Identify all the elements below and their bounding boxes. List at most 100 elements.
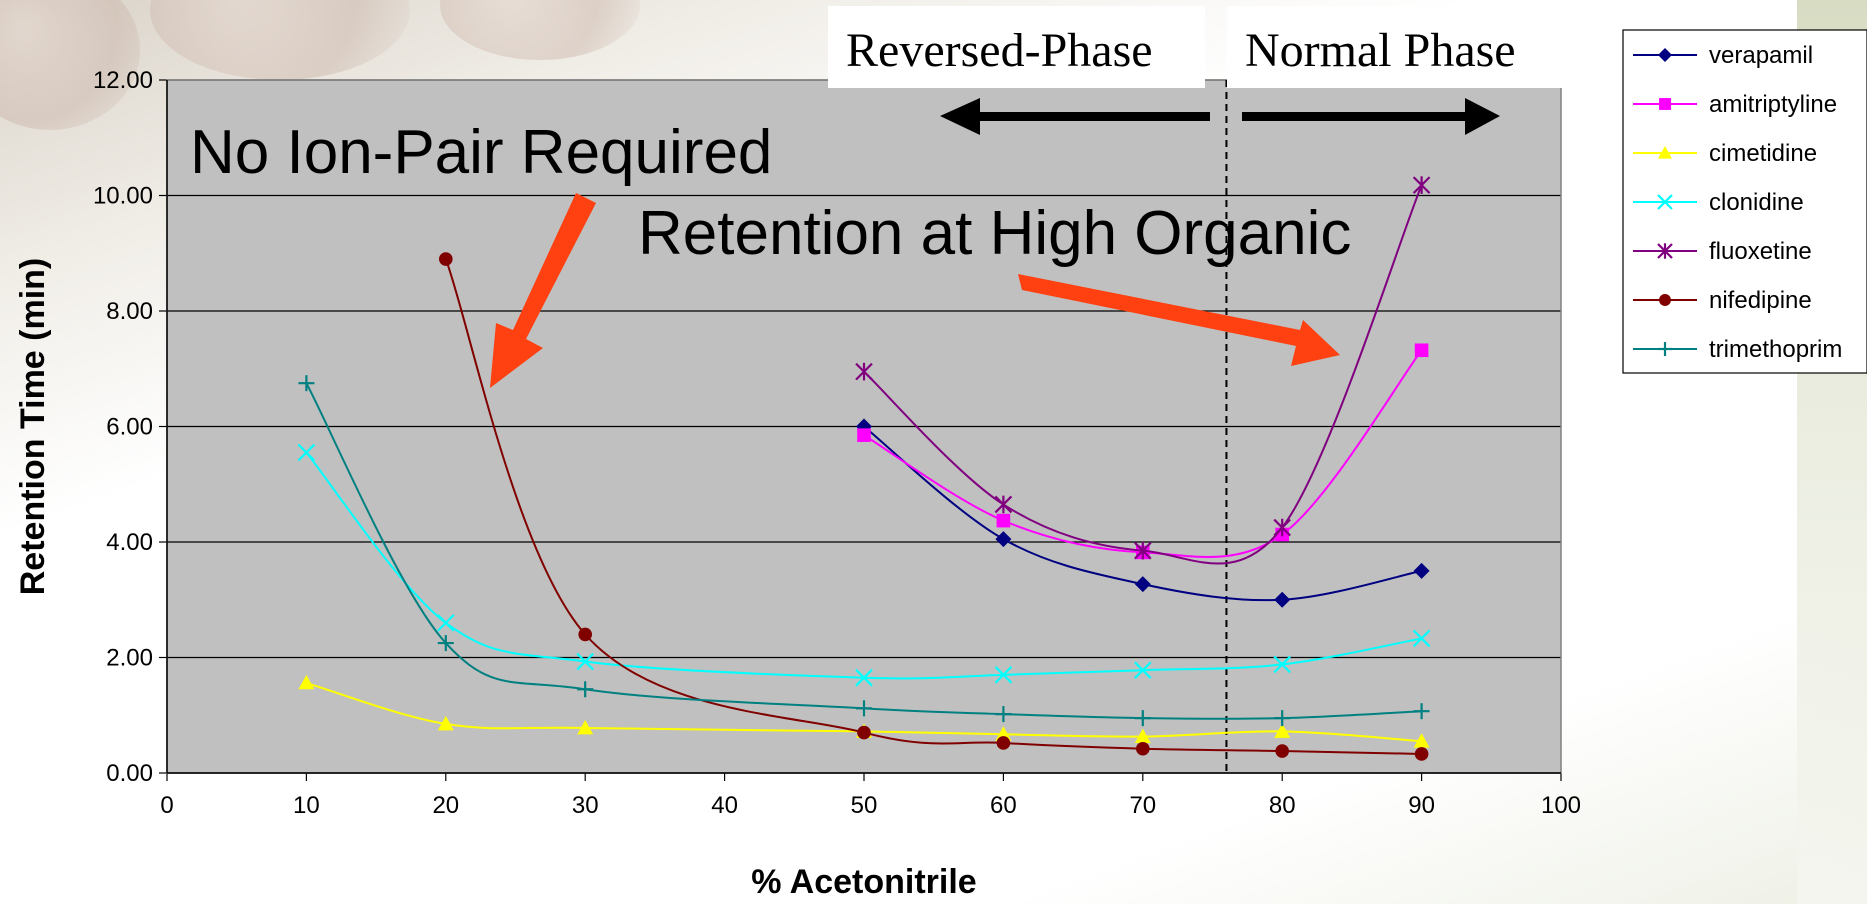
clonidine-point (297, 443, 316, 462)
reversed-phase-arrow (940, 98, 1210, 135)
normal-phase-label: Normal Phase (1245, 24, 1516, 77)
trimethoprim-point (298, 375, 315, 392)
x-tick-label: 40 (711, 792, 738, 819)
x-tick-label: 100 (1541, 792, 1581, 819)
reversed-phase-label: Reversed-Phase (846, 24, 1153, 77)
y-tick-label: 6.00 (106, 414, 153, 441)
legend-label: verapamil (1709, 42, 1813, 69)
trimethoprim-point (856, 700, 872, 717)
clonidine-point (1134, 661, 1152, 679)
cimetidine-point (995, 726, 1012, 741)
series-trimethoprim (298, 375, 1430, 727)
series-group (297, 176, 1431, 761)
annotation-high-organic: Retention at High Organic (638, 199, 1351, 268)
x-tick-label: 90 (1408, 792, 1435, 819)
red-arrow-right (1018, 274, 1340, 366)
normal-phase-arrow (1242, 98, 1500, 135)
cimetidine-point (1413, 733, 1430, 748)
fluoxetine-point (1134, 541, 1152, 560)
clonidine-point (994, 666, 1013, 684)
legend-swatch-marker (1659, 294, 1671, 306)
amitriptyline-point (996, 513, 1011, 528)
clonidine-point (437, 614, 455, 632)
clonidine-point (1412, 629, 1431, 648)
y-tick-label: 2.00 (106, 645, 153, 672)
legend-label: cimetidine (1709, 140, 1817, 167)
reversed-phase-box (828, 6, 1205, 88)
cimetidine-point (437, 715, 454, 731)
legend-swatch-marker (1657, 243, 1673, 259)
y-tick-label: 10.00 (93, 183, 153, 210)
series-nifedipine (439, 252, 1429, 761)
x-tick-label: 50 (851, 792, 878, 819)
series-clonidine (297, 443, 1431, 687)
clonidine-point (855, 668, 873, 687)
normal-phase-box (1227, 6, 1609, 88)
legend-item-clonidine: clonidine (1633, 189, 1804, 216)
x-tick-label: 70 (1129, 792, 1156, 819)
legend-swatch-marker (1658, 146, 1672, 159)
verapamil-point (1134, 576, 1151, 593)
nifedipine-point (1275, 744, 1289, 758)
legend-item-nifedipine: nifedipine (1633, 287, 1812, 314)
x-tick-label: 20 (432, 792, 459, 819)
y-tick-label: 0.00 (106, 760, 153, 787)
verapamil-point (1274, 591, 1291, 608)
trimethoprim-point (1134, 710, 1151, 727)
trimethoprim-point (1413, 703, 1430, 720)
x-tick-label: 10 (293, 792, 320, 819)
clonidine-point (576, 652, 594, 671)
series-fluoxetine (855, 176, 1431, 565)
cimetidine-line (306, 681, 1422, 743)
amitriptyline-point (1414, 343, 1429, 358)
y-tick-label: 8.00 (106, 298, 153, 325)
y-tick-label: 12.00 (93, 67, 153, 94)
series-cimetidine (298, 674, 1430, 748)
legend-label: clonidine (1709, 189, 1804, 216)
y-axis-title: Retention Time (min) (14, 258, 52, 596)
nifedipine-point (1414, 747, 1429, 761)
fluoxetine-point (855, 362, 873, 381)
cimetidine-point (577, 719, 594, 735)
red-arrow-left (490, 193, 596, 388)
legend-swatch-marker (1658, 342, 1672, 356)
legend-swatch-marker (1657, 194, 1673, 210)
nifedipine-point (1136, 741, 1150, 756)
legend-label: amitriptyline (1709, 91, 1837, 118)
x-tick-label: 30 (572, 792, 599, 819)
verapamil-point (995, 531, 1012, 548)
clonidine-point (1273, 655, 1291, 674)
verapamil-point (1413, 562, 1430, 579)
legend-item-verapamil: verapamil (1633, 42, 1813, 69)
legend-item-amitriptyline: amitriptyline (1633, 91, 1837, 118)
nifedipine-point (578, 627, 592, 642)
legend-item-trimethoprim: trimethoprim (1633, 336, 1842, 363)
fluoxetine-point (1412, 176, 1431, 194)
annotation-no-ion-pair: No Ion-Pair Required (190, 118, 772, 187)
amitriptyline-point (857, 428, 871, 442)
x-tick-label: 60 (990, 792, 1017, 819)
trimethoprim-point (1274, 710, 1291, 727)
fluoxetine-line (863, 184, 1423, 565)
nifedipine-point (857, 725, 871, 740)
nifedipine-point (996, 736, 1011, 750)
fluoxetine-point (994, 495, 1013, 514)
legend-label: trimethoprim (1709, 336, 1842, 363)
legend-item-cimetidine: cimetidine (1633, 140, 1817, 167)
x-tick-label: 80 (1269, 792, 1296, 819)
legend-item-fluoxetine: fluoxetine (1633, 238, 1812, 265)
trimethoprim-point (577, 681, 594, 698)
nifedipine-point (439, 252, 453, 266)
legend-label: nifedipine (1709, 287, 1812, 314)
legend-label: fluoxetine (1709, 238, 1812, 265)
cimetidine-point (298, 674, 315, 690)
nifedipine-line (444, 258, 1422, 755)
cimetidine-point (1134, 728, 1151, 744)
fluoxetine-point (1273, 518, 1291, 537)
y-tick-label: 4.00 (106, 529, 153, 556)
legend: verapamil amitriptyline cimetidine clonidin… (1622, 29, 1867, 374)
trimethoprim-point (437, 635, 454, 652)
x-axis-title: % Acetonitrile (751, 863, 976, 901)
x-tick-label: 0 (160, 792, 173, 819)
